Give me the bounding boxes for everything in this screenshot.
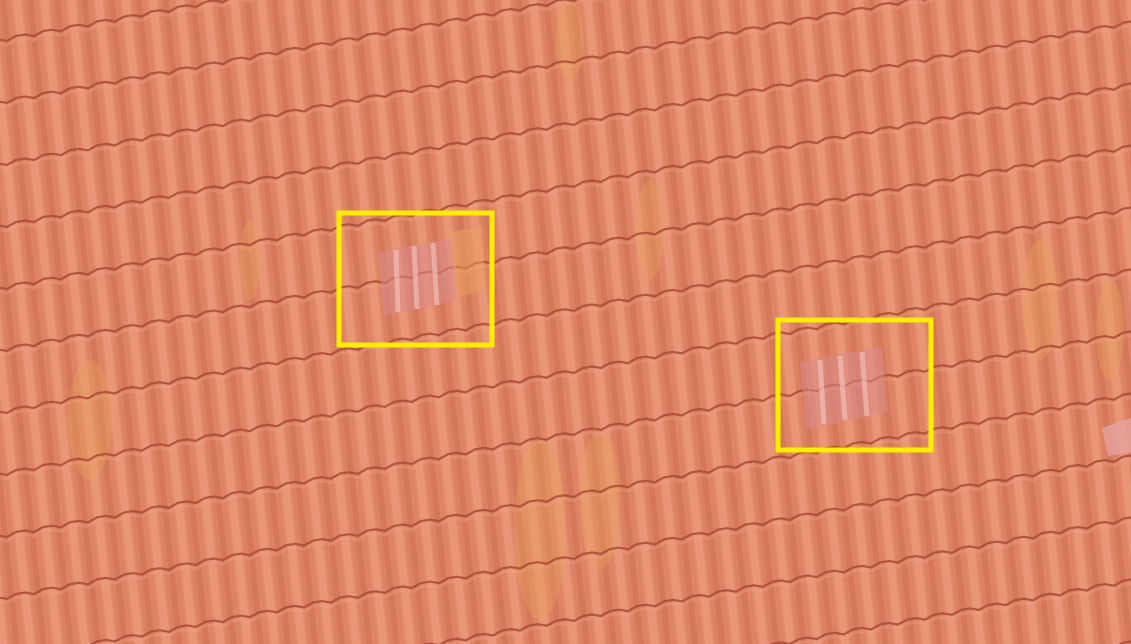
yellow-stain	[1096, 280, 1124, 380]
yellow-stain	[240, 220, 260, 300]
yellow-stain	[636, 180, 664, 280]
yellow-stain	[514, 440, 566, 620]
yellow-stain	[1022, 240, 1058, 360]
yellow-stain	[556, 0, 584, 80]
